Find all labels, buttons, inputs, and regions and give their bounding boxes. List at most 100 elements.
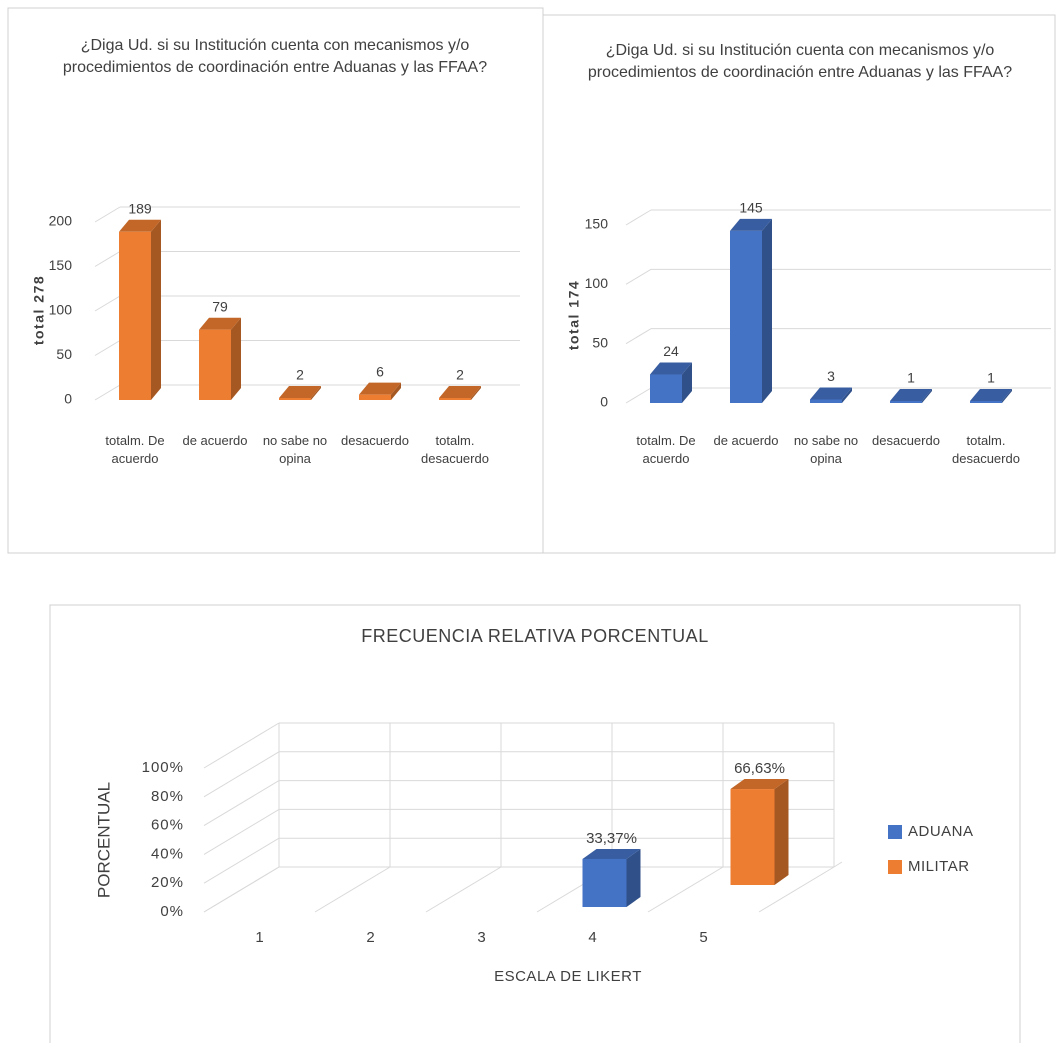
bar-side bbox=[311, 386, 321, 400]
y-axis-label: PORCENTUAL bbox=[94, 782, 113, 898]
bar bbox=[970, 401, 1002, 403]
y-axis-label: total 174 bbox=[566, 280, 582, 350]
grid-line bbox=[625, 328, 652, 345]
grid-line bbox=[203, 837, 280, 884]
grid-line bbox=[94, 340, 121, 356]
x-tick-label: no sabe no opina bbox=[262, 433, 328, 466]
x-tick-label: totalm. De acuerdo bbox=[105, 433, 165, 466]
bar-side bbox=[774, 779, 789, 885]
data-label: 1 bbox=[907, 370, 915, 386]
data-label: 66,63% bbox=[734, 760, 785, 777]
bar-top bbox=[730, 779, 789, 790]
data-label: 1 bbox=[987, 370, 995, 386]
x-tick-label: totalm. desacuerdo bbox=[421, 433, 489, 466]
x-tick-label: 1 bbox=[255, 929, 264, 946]
bar bbox=[439, 398, 471, 400]
data-label: 2 bbox=[456, 367, 464, 383]
bar-side bbox=[842, 387, 852, 403]
bar-top bbox=[439, 386, 481, 398]
legend-swatch bbox=[888, 825, 902, 839]
bar-top bbox=[582, 848, 641, 859]
data-label: 145 bbox=[739, 200, 763, 216]
bar-top bbox=[119, 219, 161, 232]
y-tick-label: 80% bbox=[151, 788, 184, 805]
grid-line bbox=[203, 780, 280, 827]
x-tick-label: 5 bbox=[699, 929, 708, 946]
y-tick-label: 100 bbox=[49, 302, 73, 318]
bar-top bbox=[970, 389, 1012, 401]
x-tick-label: de acuerdo bbox=[182, 433, 248, 448]
y-tick-label: 50 bbox=[592, 334, 608, 350]
floor-line bbox=[203, 866, 280, 913]
chart-frame bbox=[49, 604, 1021, 1043]
grid-line bbox=[94, 295, 121, 312]
bar bbox=[199, 329, 231, 400]
data-label: 79 bbox=[212, 298, 228, 314]
floor-line bbox=[647, 866, 724, 913]
grid-line bbox=[94, 251, 121, 267]
bar-top bbox=[890, 389, 932, 401]
x-tick-label: desacuerdo bbox=[872, 433, 940, 448]
bar-side bbox=[391, 382, 401, 400]
legend-swatch bbox=[888, 860, 902, 874]
y-tick-label: 150 bbox=[585, 216, 609, 232]
data-label: 3 bbox=[827, 368, 835, 384]
x-tick-label: no sabe no opina bbox=[793, 433, 859, 466]
legend-label: ADUANA bbox=[908, 823, 974, 840]
y-axis-label: total 278 bbox=[31, 275, 47, 345]
grid-line bbox=[94, 384, 121, 401]
data-label: 189 bbox=[128, 200, 152, 216]
y-tick-label: 20% bbox=[151, 874, 184, 891]
bar bbox=[650, 374, 682, 403]
bar bbox=[119, 231, 151, 400]
y-tick-label: 0 bbox=[64, 391, 72, 407]
chart-frame bbox=[542, 14, 1056, 554]
bar-side bbox=[231, 317, 241, 400]
y-tick-label: 40% bbox=[151, 845, 184, 862]
bar-top bbox=[810, 387, 852, 400]
x-axis-label: ESCALA DE LIKERT bbox=[494, 968, 642, 985]
data-label: 24 bbox=[663, 343, 679, 359]
grid-line bbox=[625, 209, 652, 226]
bar-side bbox=[626, 848, 641, 907]
bar-top bbox=[650, 362, 692, 375]
bar-side bbox=[762, 218, 772, 403]
grid-line bbox=[203, 751, 280, 798]
data-label: 2 bbox=[296, 367, 304, 383]
x-tick-label: 3 bbox=[477, 929, 486, 946]
x-tick-label: 4 bbox=[588, 929, 597, 946]
floor-line bbox=[758, 866, 835, 913]
bar-top bbox=[359, 382, 401, 395]
grid-line bbox=[625, 268, 652, 285]
wall-line bbox=[833, 861, 843, 868]
grid-line bbox=[625, 387, 652, 404]
bar bbox=[730, 789, 775, 885]
legend-label: MILITAR bbox=[908, 858, 970, 875]
grid-line bbox=[203, 722, 280, 769]
floor-line bbox=[314, 866, 391, 913]
bar-side bbox=[922, 389, 932, 403]
y-tick-label: 0% bbox=[160, 903, 184, 920]
x-tick-label: totalm. De acuerdo bbox=[636, 433, 696, 466]
bar-side bbox=[682, 362, 692, 403]
grid-line bbox=[94, 206, 121, 223]
floor-line bbox=[425, 866, 502, 913]
x-tick-label: desacuerdo bbox=[341, 433, 409, 448]
chart-title: ¿Diga Ud. si su Institución cuenta con m… bbox=[62, 37, 488, 76]
bar bbox=[279, 398, 311, 400]
y-tick-label: 200 bbox=[49, 213, 73, 229]
y-tick-label: 50 bbox=[56, 346, 72, 362]
x-tick-label: 2 bbox=[366, 929, 375, 946]
bar-side bbox=[151, 219, 161, 400]
bar-top bbox=[279, 386, 321, 398]
bar bbox=[890, 401, 922, 403]
data-label: 6 bbox=[376, 363, 384, 379]
bar bbox=[582, 858, 627, 907]
chart-title: FRECUENCIA RELATIVA PORCENTUAL bbox=[361, 626, 709, 646]
x-tick-label: totalm. desacuerdo bbox=[952, 433, 1020, 466]
bar bbox=[730, 230, 762, 403]
y-tick-label: 150 bbox=[49, 257, 73, 273]
y-tick-label: 100 bbox=[585, 275, 609, 291]
bar-top bbox=[730, 218, 772, 231]
